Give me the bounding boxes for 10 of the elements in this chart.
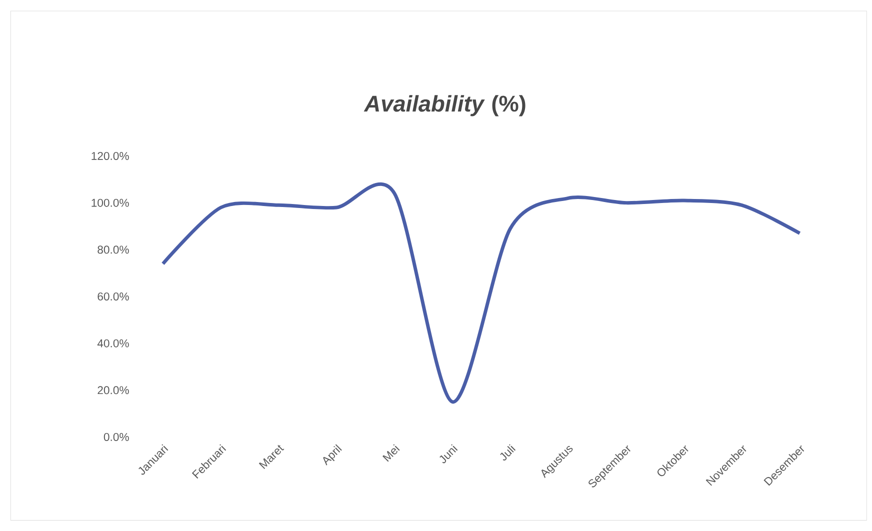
chart-title: Availability (%) (364, 95, 526, 116)
x-tick-label: Mei (382, 444, 400, 462)
y-tick-label: 0.0% (104, 432, 129, 441)
x-tick-label: Juli (500, 444, 516, 461)
y-tick-label: 80.0% (98, 246, 129, 254)
y-tick-label: 60.0% (98, 292, 129, 300)
y-tick-label: 120.0% (92, 152, 129, 160)
y-tick-label: 20.0% (98, 386, 129, 394)
y-tick-label: 100.0% (92, 198, 129, 207)
y-tick-label: 40.0% (97, 339, 129, 348)
